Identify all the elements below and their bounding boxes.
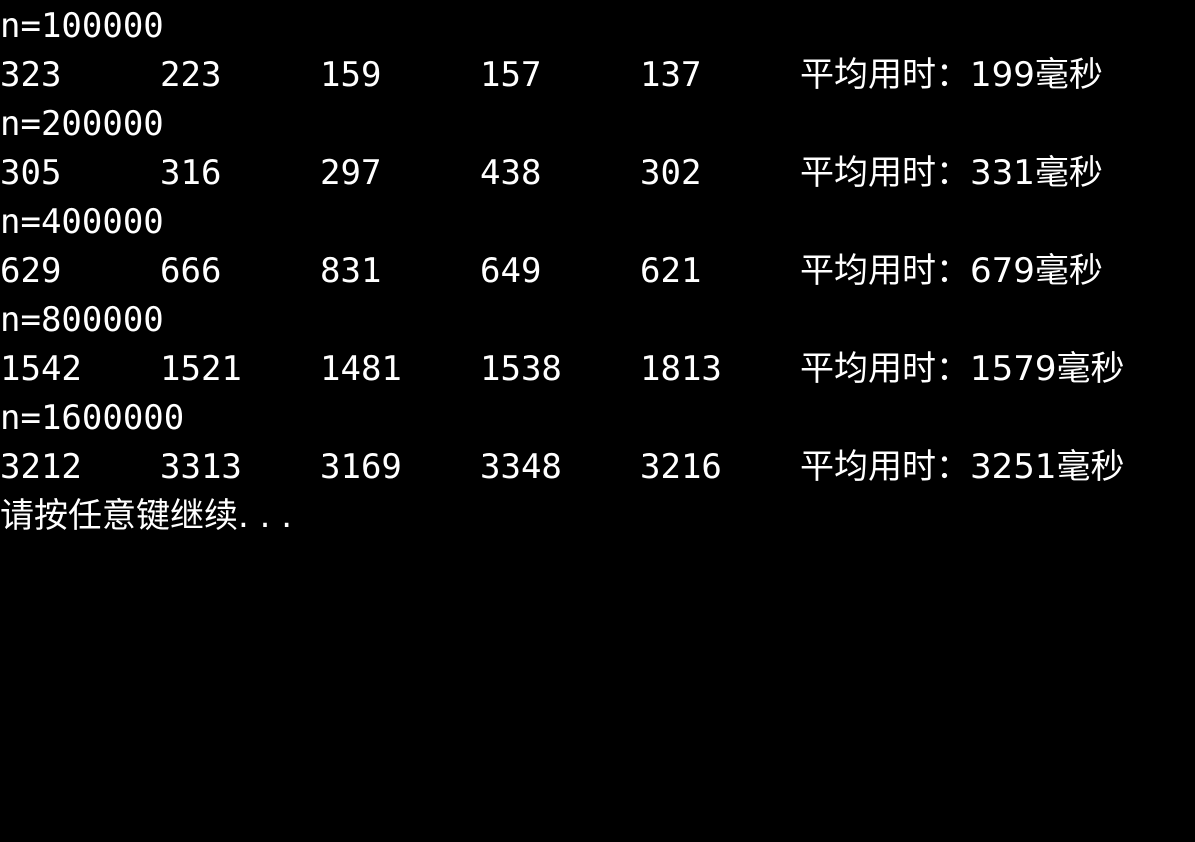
- timing-value: 302: [640, 153, 702, 193]
- timing-value: 629: [0, 251, 62, 291]
- size-header: n=800000: [0, 300, 164, 340]
- size-header-line: n=100000: [0, 1, 164, 51]
- timing-value: 1542: [0, 349, 82, 389]
- timing-value: 666: [160, 251, 222, 291]
- timing-value: 323: [0, 55, 62, 95]
- timing-value: 831: [320, 251, 382, 291]
- timing-value: 1521: [160, 349, 242, 389]
- timing-value: 305: [0, 153, 62, 193]
- size-header-line: n=800000: [0, 295, 164, 345]
- size-header: n=200000: [0, 104, 164, 144]
- average-time: 平均用时：3251毫秒: [800, 447, 1125, 487]
- size-header-line: n=400000: [0, 197, 164, 247]
- size-header: n=400000: [0, 202, 164, 242]
- average-time: 平均用时：679毫秒: [800, 251, 1103, 291]
- average-time: 平均用时：1579毫秒: [800, 349, 1125, 389]
- timing-value: 1813: [640, 349, 722, 389]
- timing-value: 316: [160, 153, 222, 193]
- timing-row: 1542 1521 1481 1538 1813 平均用时：1579毫秒: [0, 344, 1125, 394]
- timing-value: 3212: [0, 447, 82, 487]
- timing-value: 3348: [480, 447, 562, 487]
- size-header: n=100000: [0, 6, 164, 46]
- timing-value: 3313: [160, 447, 242, 487]
- timing-value: 1538: [480, 349, 562, 389]
- console-window: n=100000 323 223 159 157 137 平均用时：199毫秒 …: [0, 1, 1125, 536]
- average-time: 平均用时：199毫秒: [800, 55, 1103, 95]
- timing-value: 649: [480, 251, 542, 291]
- timing-value: 137: [640, 55, 702, 95]
- timing-value: 621: [640, 251, 702, 291]
- timing-value: 1481: [320, 349, 402, 389]
- timing-value: 438: [480, 153, 542, 193]
- size-header: n=1600000: [0, 398, 185, 438]
- timing-row: 305 316 297 438 302 平均用时：331毫秒: [0, 148, 1103, 198]
- timing-value: 3216: [640, 447, 722, 487]
- size-header-line: n=200000: [0, 99, 164, 149]
- continue-prompt: 请按任意键继续. . .: [0, 496, 293, 536]
- timing-value: 297: [320, 153, 382, 193]
- average-time: 平均用时：331毫秒: [800, 153, 1103, 193]
- timing-value: 157: [480, 55, 542, 95]
- size-header-line: n=1600000: [0, 393, 184, 443]
- timing-value: 223: [160, 55, 222, 95]
- timing-value: 159: [320, 55, 382, 95]
- timing-row: 629 666 831 649 621 平均用时：679毫秒: [0, 246, 1103, 296]
- timing-value: 3169: [320, 447, 402, 487]
- timing-row: 3212 3313 3169 3348 3216 平均用时：3251毫秒: [0, 442, 1125, 492]
- timing-row: 323 223 159 157 137 平均用时：199毫秒: [0, 50, 1103, 100]
